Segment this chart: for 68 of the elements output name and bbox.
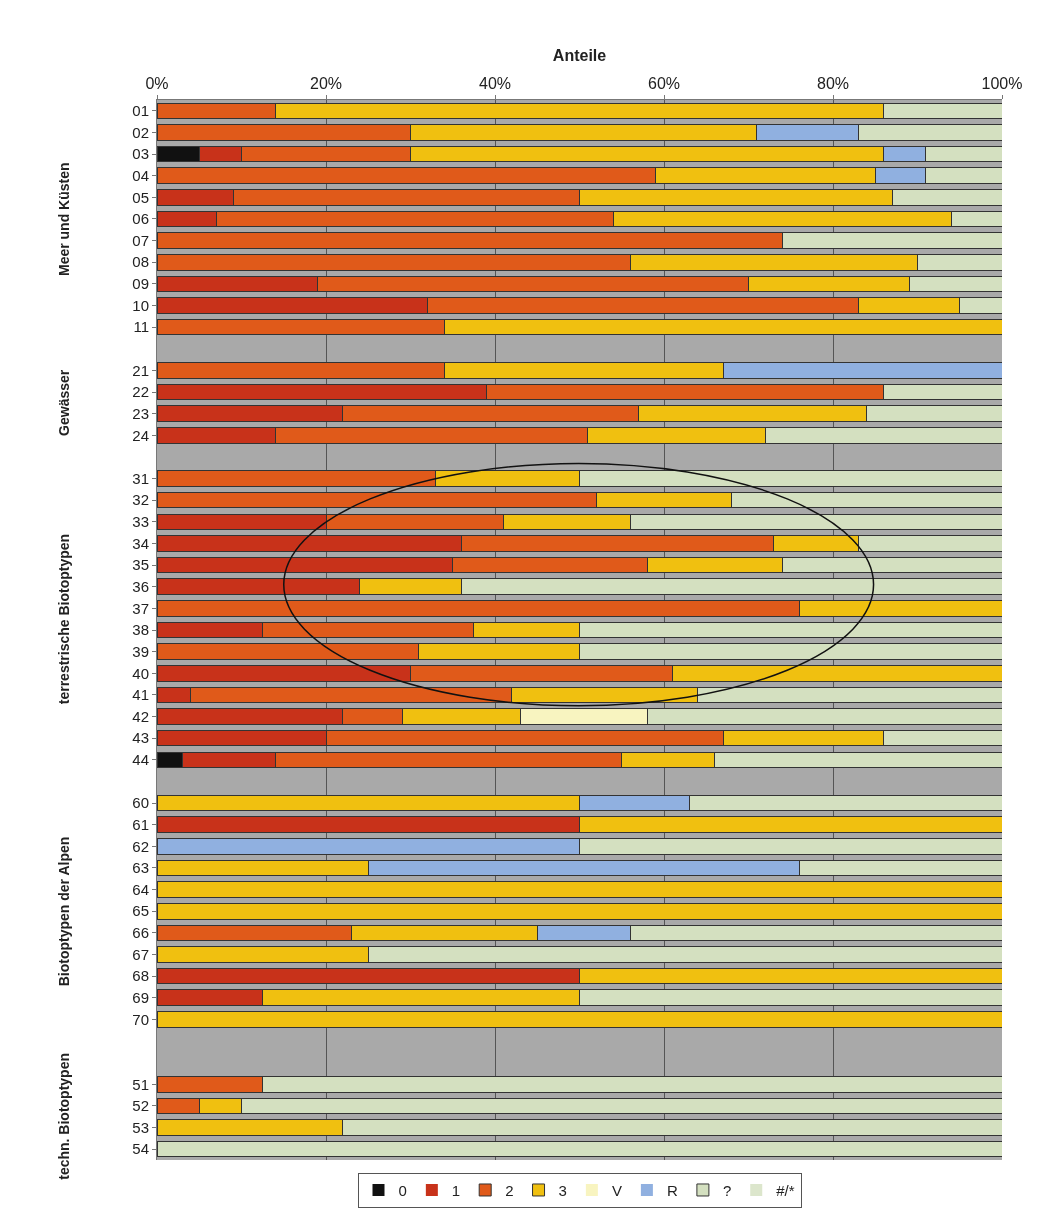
y-tick-label: 36 <box>132 577 149 595</box>
bar <box>157 881 1002 898</box>
y-tick-label: 06 <box>132 210 149 228</box>
legend-label: 3 <box>558 1181 567 1199</box>
y-tick-label: 07 <box>132 231 149 249</box>
x-tick-label: 0% <box>145 74 169 92</box>
x-tick-label: 20% <box>309 74 343 92</box>
y-tick-label: 23 <box>132 404 149 422</box>
legend-label: 0 <box>398 1181 407 1199</box>
y-tick-label: 54 <box>132 1140 149 1158</box>
y-tick-label: 40 <box>132 664 149 682</box>
text: Biotoptypen der Alpen <box>55 836 72 987</box>
x-axis-title: Anteile <box>552 47 607 65</box>
y-tick-label: 02 <box>132 123 149 141</box>
y-tick-label: 35 <box>132 556 149 574</box>
y-tick-label: 65 <box>132 902 149 920</box>
y-tick-label: 11 <box>133 318 149 336</box>
y-tick-label: 31 <box>132 469 149 487</box>
y-tick-label: 60 <box>132 794 149 812</box>
x-tick-label: 60% <box>647 74 681 92</box>
y-tick-label: 10 <box>132 296 149 314</box>
y-tick-label: 21 <box>132 361 149 379</box>
legend-label: R <box>666 1181 678 1199</box>
y-tick-label: 42 <box>132 707 149 725</box>
y-tick-label: 63 <box>132 859 149 877</box>
y-tick-label: 39 <box>132 642 149 660</box>
y-tick-label: 67 <box>132 945 149 963</box>
legend-label: 1 <box>451 1181 461 1199</box>
y-tick-label: 01 <box>132 102 149 120</box>
text: terrestrische Biotoptypen <box>55 533 72 705</box>
y-tick-label: 52 <box>132 1097 149 1115</box>
y-tick-label: 34 <box>132 534 149 552</box>
y-tick-label: 05 <box>132 188 149 206</box>
legend-label: #/* <box>776 1181 795 1199</box>
y-tick-label: 41 <box>132 686 149 704</box>
x-tick-label: 100% <box>981 74 1023 92</box>
y-tick-label: 33 <box>132 513 149 531</box>
y-tick-label: 32 <box>132 491 149 509</box>
text: Gewässer <box>56 369 73 436</box>
y-tick-label: 51 <box>132 1075 149 1093</box>
y-tick-label: 44 <box>132 751 149 769</box>
y-tick-label: 08 <box>132 253 149 271</box>
x-tick-label: 40% <box>478 74 512 92</box>
bar <box>157 1011 1002 1028</box>
text: techn. Biotoptypen <box>56 1053 73 1180</box>
y-tick-label: 38 <box>132 621 149 639</box>
bar <box>157 1140 1002 1158</box>
y-tick-label: 66 <box>132 924 149 942</box>
y-tick-label: 04 <box>132 166 149 184</box>
legend-label: 2 <box>505 1181 514 1199</box>
y-tick-label: 03 <box>132 145 149 163</box>
y-tick-label: 24 <box>132 426 149 444</box>
text: Meer und Küsten <box>56 162 73 277</box>
y-tick-label: 62 <box>132 837 149 855</box>
legend-label: V <box>611 1181 622 1199</box>
y-tick-label: 69 <box>132 989 149 1007</box>
y-tick-label: 68 <box>132 967 149 985</box>
y-tick-label: 09 <box>132 275 149 293</box>
y-tick-label: 53 <box>132 1118 149 1136</box>
bar <box>157 902 1002 920</box>
y-tick-label: 64 <box>132 880 149 898</box>
y-tick-label: 70 <box>132 1010 149 1028</box>
y-tick-label: 22 <box>132 383 149 401</box>
x-tick-label: 80% <box>816 74 850 92</box>
legend-label: ? <box>722 1181 732 1199</box>
y-tick-label: 37 <box>132 599 149 617</box>
y-tick-label: 61 <box>132 815 149 833</box>
y-tick-label: 43 <box>132 729 149 747</box>
